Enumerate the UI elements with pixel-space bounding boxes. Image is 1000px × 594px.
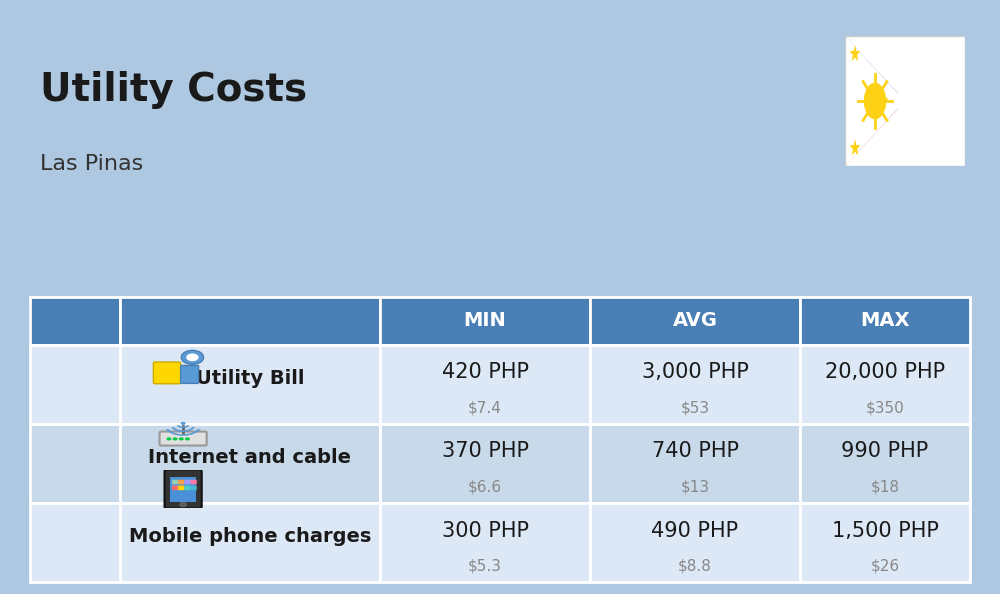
- FancyBboxPatch shape: [590, 345, 800, 424]
- FancyBboxPatch shape: [170, 477, 196, 502]
- Circle shape: [179, 437, 184, 441]
- FancyBboxPatch shape: [120, 424, 380, 503]
- Circle shape: [185, 437, 190, 441]
- Text: 370 PHP: 370 PHP: [442, 441, 528, 462]
- FancyBboxPatch shape: [178, 480, 184, 484]
- Text: $13: $13: [680, 479, 710, 495]
- Text: $350: $350: [866, 400, 904, 415]
- Wedge shape: [166, 429, 200, 436]
- FancyBboxPatch shape: [160, 431, 207, 446]
- FancyBboxPatch shape: [30, 503, 120, 582]
- FancyBboxPatch shape: [120, 503, 380, 582]
- FancyBboxPatch shape: [800, 297, 970, 345]
- Text: $26: $26: [870, 559, 900, 574]
- Circle shape: [864, 83, 886, 119]
- Circle shape: [180, 503, 186, 507]
- Text: 1,500 PHP: 1,500 PHP: [832, 520, 938, 541]
- FancyBboxPatch shape: [165, 470, 202, 508]
- Wedge shape: [171, 427, 195, 432]
- Circle shape: [186, 353, 199, 361]
- FancyBboxPatch shape: [800, 424, 970, 503]
- Text: 490 PHP: 490 PHP: [651, 520, 739, 541]
- FancyBboxPatch shape: [590, 424, 800, 503]
- Polygon shape: [845, 36, 905, 166]
- Polygon shape: [850, 45, 860, 61]
- Circle shape: [173, 437, 178, 441]
- Text: $8.8: $8.8: [678, 559, 712, 574]
- FancyBboxPatch shape: [191, 480, 197, 484]
- FancyBboxPatch shape: [30, 297, 120, 345]
- Wedge shape: [177, 425, 190, 428]
- Text: MIN: MIN: [464, 311, 506, 330]
- Text: $6.6: $6.6: [468, 479, 502, 495]
- Text: 3,000 PHP: 3,000 PHP: [642, 362, 748, 383]
- Polygon shape: [845, 101, 905, 166]
- FancyBboxPatch shape: [184, 485, 191, 490]
- Polygon shape: [845, 36, 905, 101]
- Text: 420 PHP: 420 PHP: [442, 362, 528, 383]
- FancyBboxPatch shape: [30, 345, 120, 424]
- Text: AVG: AVG: [673, 311, 718, 330]
- Polygon shape: [850, 139, 860, 156]
- Polygon shape: [878, 92, 888, 108]
- Circle shape: [166, 437, 171, 441]
- Text: 740 PHP: 740 PHP: [652, 441, 739, 462]
- FancyBboxPatch shape: [845, 36, 965, 166]
- Text: MAX: MAX: [860, 311, 910, 330]
- Text: 990 PHP: 990 PHP: [841, 441, 929, 462]
- FancyBboxPatch shape: [590, 297, 800, 345]
- Text: 20,000 PHP: 20,000 PHP: [825, 362, 945, 383]
- FancyBboxPatch shape: [590, 503, 800, 582]
- FancyBboxPatch shape: [181, 365, 199, 383]
- Text: $5.3: $5.3: [468, 559, 502, 574]
- FancyBboxPatch shape: [380, 424, 590, 503]
- FancyBboxPatch shape: [800, 345, 970, 424]
- Text: Las Pinas: Las Pinas: [40, 154, 143, 175]
- Circle shape: [181, 350, 204, 364]
- Text: $7.4: $7.4: [468, 400, 502, 415]
- FancyBboxPatch shape: [380, 503, 590, 582]
- FancyBboxPatch shape: [120, 345, 380, 424]
- FancyBboxPatch shape: [800, 503, 970, 582]
- Text: Mobile phone charges: Mobile phone charges: [129, 527, 371, 546]
- Circle shape: [181, 422, 186, 425]
- FancyBboxPatch shape: [153, 362, 181, 384]
- Text: 300 PHP: 300 PHP: [442, 520, 528, 541]
- FancyBboxPatch shape: [380, 345, 590, 424]
- FancyBboxPatch shape: [120, 297, 380, 345]
- FancyBboxPatch shape: [172, 485, 178, 490]
- FancyBboxPatch shape: [184, 480, 191, 484]
- FancyBboxPatch shape: [380, 297, 590, 345]
- Text: Utility Costs: Utility Costs: [40, 71, 307, 109]
- Text: $53: $53: [680, 400, 710, 415]
- Text: Internet and cable: Internet and cable: [148, 448, 352, 467]
- FancyBboxPatch shape: [172, 480, 178, 484]
- FancyBboxPatch shape: [30, 424, 120, 503]
- Text: Utility Bill: Utility Bill: [196, 369, 304, 388]
- Polygon shape: [845, 94, 965, 108]
- Text: $18: $18: [870, 479, 900, 495]
- FancyBboxPatch shape: [191, 485, 197, 490]
- FancyBboxPatch shape: [178, 485, 184, 490]
